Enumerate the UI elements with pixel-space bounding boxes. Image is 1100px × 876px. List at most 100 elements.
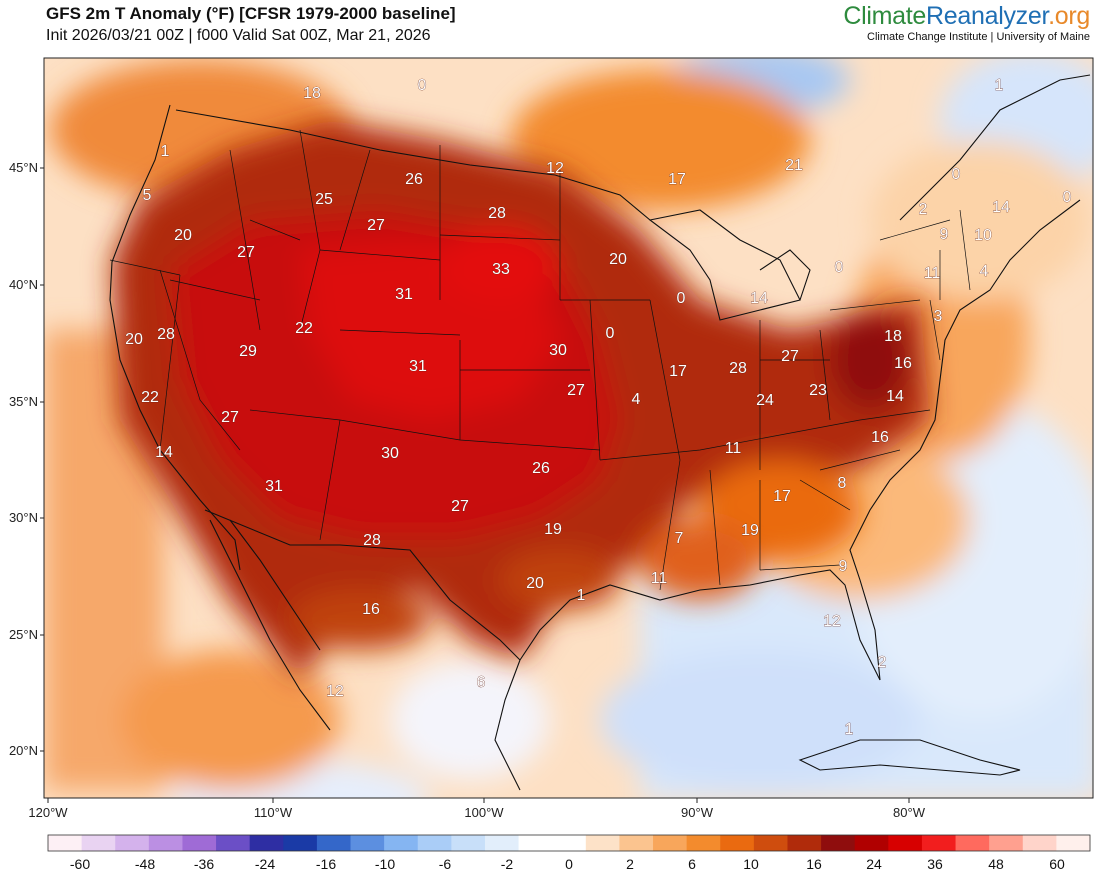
colorbar-swatch	[854, 835, 889, 851]
anomaly-label: 20	[174, 227, 192, 244]
anomaly-label: 20	[609, 251, 627, 268]
colorbar-swatch	[182, 835, 217, 851]
latitude-tick-label: 25°N	[9, 627, 38, 642]
anomaly-label: 8	[838, 475, 847, 492]
colorbar-swatch	[283, 835, 318, 851]
colorbar-ticks: -60 -48 -36 -24 -16 -10 -6 -2 0 2 6 10 16 24 36 48 60	[70, 856, 1065, 872]
anomaly-label: 33	[492, 261, 510, 278]
colorbar-tick-label: -16	[316, 856, 336, 872]
anomaly-label: 7	[675, 530, 684, 547]
anomaly-label: 30	[549, 342, 567, 359]
anomaly-label: 9	[940, 226, 949, 243]
anomaly-label: 21	[785, 157, 803, 174]
plot-frame	[43, 57, 1094, 799]
anomaly-label: 27	[567, 382, 585, 399]
brand-part-climate: Climate	[843, 2, 927, 30]
colorbar-swatch	[316, 835, 352, 851]
colorbar-tick-label: 6	[688, 856, 696, 872]
colorbar-swatch	[552, 835, 587, 851]
us-mexico-border	[204, 509, 521, 661]
colorbar-swatch	[1056, 835, 1091, 851]
anomaly-label: 6	[477, 674, 486, 691]
latitude-tick-label: 40°N	[9, 277, 38, 292]
map-subtitle: Init 2026/03/21 00Z | f000 Valid Sat 00Z…	[46, 27, 431, 44]
anomaly-label: 1	[161, 143, 170, 160]
anomaly-label: 19	[741, 522, 759, 539]
anomaly-label: 4	[632, 391, 641, 408]
anomaly-label: 24	[756, 392, 774, 409]
brand-part-org: .org	[1048, 2, 1090, 30]
anomaly-label: 4	[980, 263, 989, 280]
anomaly-label: 30	[381, 445, 399, 462]
colorbar-tick-label: 48	[988, 856, 1004, 872]
colorbar-swatch	[484, 835, 520, 851]
anomaly-label: 0	[952, 166, 961, 183]
anomaly-field	[44, 58, 1093, 798]
colorbar-swatch	[249, 835, 284, 851]
colorbar-tick-label: 16	[806, 856, 822, 872]
colorbar-tick-label: 36	[927, 856, 943, 872]
anomaly-label: 16	[362, 601, 380, 618]
longitude-tick-label: 100°W	[464, 805, 504, 820]
longitude-tick-label: 110°W	[254, 805, 293, 820]
anomaly-label: 23	[809, 382, 827, 399]
colorbar-frame	[47, 834, 1091, 852]
colorbar-tick-label: 10	[743, 856, 759, 872]
anomaly-label: 19	[544, 521, 562, 538]
anomaly-label: 27	[237, 244, 255, 261]
anomaly-label: 20	[125, 331, 143, 348]
map-title: GFS 2m T Anomaly (°F) [CFSR 1979-2000 ba…	[46, 4, 456, 23]
boundaries	[109, 74, 1091, 791]
anomaly-label: 0	[418, 77, 427, 94]
colorbar-swatch	[115, 835, 150, 851]
colorbar-swatch	[451, 835, 486, 851]
latitude-ticks: 45°N 40°N 35°N 30°N 25°N 20°N	[9, 160, 44, 758]
anomaly-label: 26	[532, 460, 550, 477]
colorbar-swatch	[148, 835, 183, 851]
anomaly-label: 12	[823, 613, 841, 630]
colorbar-tick-label: -6	[439, 856, 452, 872]
brand-logo[interactable]: ClimateReanalyzer.org	[843, 2, 1090, 31]
anomaly-label: 17	[669, 363, 687, 380]
brand-part-reanalyzer: Reanalyzer	[926, 2, 1049, 30]
anomaly-label: 1	[845, 721, 854, 738]
anomaly-label: 3	[934, 308, 943, 325]
anomaly-label: 14	[992, 199, 1010, 216]
colorbar-tick-label: 24	[866, 856, 882, 872]
anomaly-label: 16	[871, 429, 889, 446]
colorbar-swatch	[585, 835, 620, 851]
colorbar-tick-label: 2	[626, 856, 634, 872]
colorbar-swatch	[48, 835, 83, 851]
longitude-ticks: 120°W 110°W 100°W 90°W 80°W	[28, 798, 926, 820]
anomaly-label: 18	[303, 85, 321, 102]
anomaly-label: 11	[924, 265, 941, 282]
anomaly-label: 2	[919, 201, 928, 218]
colorbar-swatch	[753, 835, 788, 851]
longitude-tick-label: 90°W	[681, 805, 714, 820]
latitude-tick-label: 45°N	[9, 160, 38, 175]
anomaly-label: 27	[451, 498, 469, 515]
anomaly-label: 28	[363, 532, 381, 549]
anomaly-label: 5	[143, 187, 152, 204]
colorbar-swatch	[955, 835, 990, 851]
colorbar-swatch	[821, 835, 856, 851]
colorbar-tick-label: 0	[565, 856, 573, 872]
anomaly-label: 20	[526, 575, 544, 592]
anomaly-label: 0	[677, 290, 686, 307]
colorbar-swatch	[720, 835, 755, 851]
colorbar-swatch	[1022, 835, 1057, 851]
colorbar-swatch	[888, 835, 923, 851]
state-lines	[109, 129, 971, 591]
anomaly-label: 0	[606, 325, 615, 342]
colorbar-swatch	[686, 835, 721, 851]
anomaly-label: 11	[725, 440, 742, 457]
colorbar-swatch	[653, 835, 688, 851]
colorbar-swatch	[787, 835, 822, 851]
anomaly-label: 14	[750, 290, 768, 307]
anomaly-label: 22	[295, 320, 313, 337]
longitude-tick-label: 120°W	[28, 805, 68, 820]
latitude-tick-label: 35°N	[9, 394, 38, 409]
colorbar-swatch	[921, 835, 957, 851]
anomaly-label: 27	[221, 409, 239, 426]
anomaly-label: 31	[265, 478, 283, 495]
